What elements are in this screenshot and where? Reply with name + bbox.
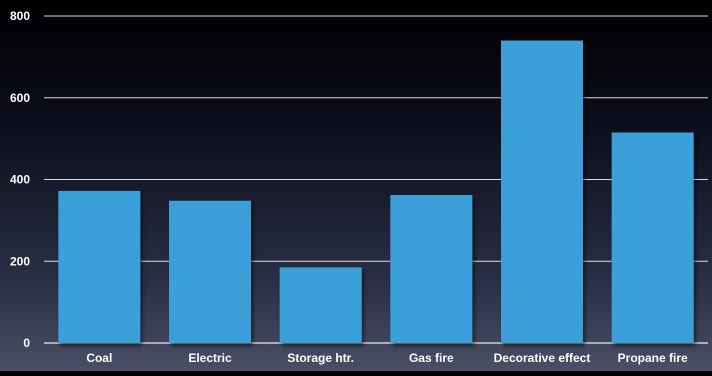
x-axis-tick-labels: Coal Electric Storage htr. Gas fire Decorati… <box>86 351 688 365</box>
y-tick-label: 800 <box>10 9 30 23</box>
y-axis-tick-labels: 0 200 400 600 800 <box>10 9 30 350</box>
x-tick-label: Propane fire <box>618 351 688 365</box>
bar-storage-htr <box>279 267 362 343</box>
x-tick-label: Electric <box>188 351 232 365</box>
x-tick-label: Storage htr. <box>287 351 354 365</box>
y-tick-label: 200 <box>10 254 30 268</box>
y-tick-label: 600 <box>10 91 30 105</box>
bar-electric <box>169 200 251 343</box>
bar-decorative-effect <box>501 40 583 344</box>
bar-gas-fire <box>390 195 473 343</box>
x-tick-label: Coal <box>86 351 112 365</box>
bars <box>58 40 694 344</box>
x-tick-label: Gas fire <box>409 351 454 365</box>
gridlines <box>44 15 708 344</box>
y-tick-label: 400 <box>10 173 30 187</box>
bar-coal <box>58 190 141 343</box>
x-tick-label: Decorative effect <box>494 351 591 365</box>
bar-propane-fire <box>611 132 694 343</box>
y-tick-label: 0 <box>23 336 30 350</box>
